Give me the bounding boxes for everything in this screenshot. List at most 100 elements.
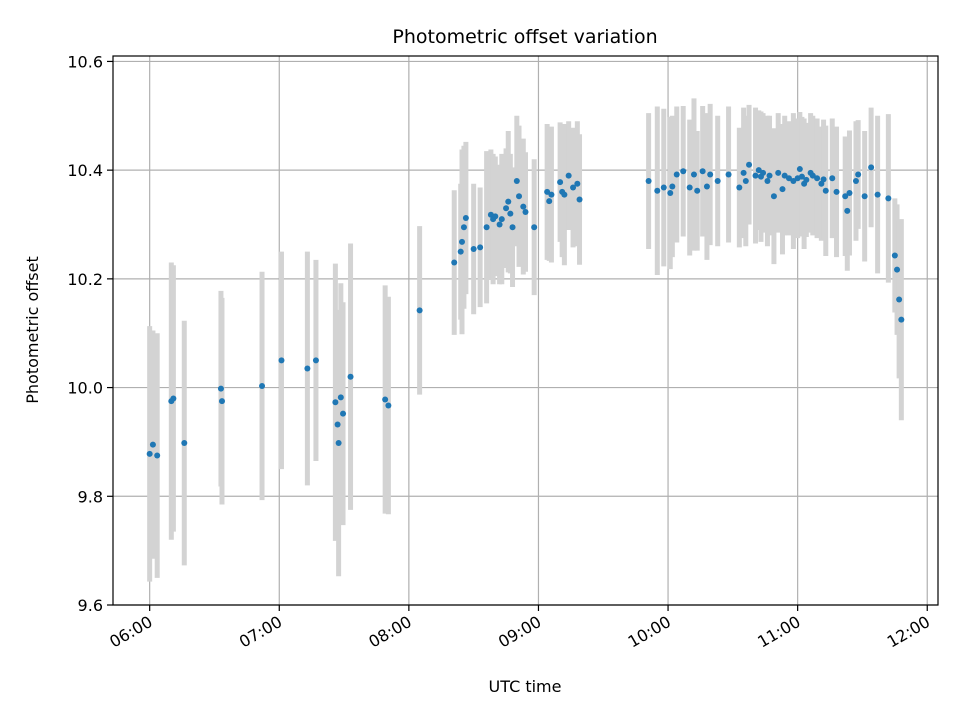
data-point xyxy=(181,440,188,447)
data-point xyxy=(844,207,851,214)
data-point xyxy=(703,183,710,190)
data-point xyxy=(699,168,706,175)
data-point xyxy=(460,224,467,231)
y-tick-label: 10.4 xyxy=(67,161,103,180)
data-point xyxy=(781,172,788,179)
data-point xyxy=(347,373,354,380)
data-point xyxy=(462,214,469,221)
data-point xyxy=(868,164,875,171)
data-point xyxy=(861,193,868,200)
data-point xyxy=(513,178,520,185)
data-point xyxy=(752,172,759,179)
data-point xyxy=(770,193,777,200)
data-point xyxy=(546,198,553,205)
data-point xyxy=(312,357,319,364)
data-point xyxy=(470,245,477,252)
data-point xyxy=(654,187,661,194)
y-tick-label: 9.6 xyxy=(78,596,103,615)
data-point xyxy=(520,203,527,210)
data-point xyxy=(898,316,905,323)
data-points xyxy=(146,161,905,459)
data-point xyxy=(149,441,156,448)
data-point xyxy=(686,184,693,191)
data-point xyxy=(896,296,903,303)
data-point xyxy=(304,365,311,372)
data-point xyxy=(766,172,773,179)
y-tick-label: 10.6 xyxy=(67,52,103,71)
data-point xyxy=(146,450,153,457)
data-point xyxy=(690,171,697,178)
data-point xyxy=(576,196,583,203)
data-point xyxy=(557,179,564,186)
data-point xyxy=(385,402,392,409)
data-point xyxy=(531,224,538,231)
data-point xyxy=(829,175,836,182)
data-point xyxy=(885,195,892,202)
data-point xyxy=(742,178,749,185)
data-point xyxy=(516,193,523,200)
data-point xyxy=(740,169,747,176)
data-point xyxy=(259,382,266,389)
data-point xyxy=(891,252,898,259)
data-point xyxy=(548,191,555,198)
data-point xyxy=(796,166,803,173)
data-point xyxy=(755,167,762,174)
x-axis-label: UTC time xyxy=(489,677,562,696)
plot-area-frame xyxy=(112,55,939,606)
data-point xyxy=(498,216,505,223)
data-point xyxy=(340,410,347,417)
data-point xyxy=(154,452,161,459)
data-point xyxy=(667,189,674,196)
data-point xyxy=(477,244,484,251)
data-point xyxy=(416,307,423,314)
data-point xyxy=(492,213,499,220)
data-point xyxy=(798,173,805,180)
data-point xyxy=(874,191,881,198)
chart-title: Photometric offset variation xyxy=(392,26,657,48)
data-point xyxy=(505,198,512,205)
data-point xyxy=(714,178,721,185)
data-point xyxy=(458,238,465,245)
data-point xyxy=(334,421,341,428)
data-point xyxy=(337,394,344,401)
y-tick-label: 9.8 xyxy=(78,487,103,506)
data-point xyxy=(483,224,490,231)
data-point xyxy=(217,385,224,392)
data-point xyxy=(814,175,821,182)
data-point xyxy=(507,210,514,217)
data-point xyxy=(852,178,859,185)
data-point xyxy=(736,184,743,191)
data-point xyxy=(779,186,786,193)
data-point xyxy=(574,180,581,187)
data-point xyxy=(760,169,767,176)
data-point xyxy=(451,259,458,266)
data-point xyxy=(509,224,516,231)
data-point xyxy=(332,399,339,406)
data-point xyxy=(561,191,568,198)
data-point xyxy=(503,205,510,212)
data-point xyxy=(680,168,687,175)
data-point xyxy=(170,395,177,402)
data-point xyxy=(842,193,849,200)
data-point xyxy=(570,184,577,191)
data-point xyxy=(822,187,829,194)
data-point xyxy=(660,184,667,191)
y-axis-ticks: 9.6 9.8 10.0 10.2 10.4 10.6 xyxy=(67,52,113,615)
data-point xyxy=(544,188,551,195)
data-point xyxy=(382,396,389,403)
data-point xyxy=(645,178,652,185)
data-point xyxy=(894,266,901,273)
data-point xyxy=(775,169,782,176)
data-point xyxy=(809,172,816,179)
data-point xyxy=(278,357,285,364)
data-point xyxy=(218,398,225,405)
y-tick-label: 10.2 xyxy=(67,270,103,289)
data-point xyxy=(707,171,714,178)
data-point xyxy=(833,188,840,195)
data-point xyxy=(669,183,676,190)
data-point xyxy=(820,176,827,183)
data-point xyxy=(673,171,680,178)
y-axis-label: Photometric offset xyxy=(23,256,42,404)
data-point xyxy=(764,178,771,185)
